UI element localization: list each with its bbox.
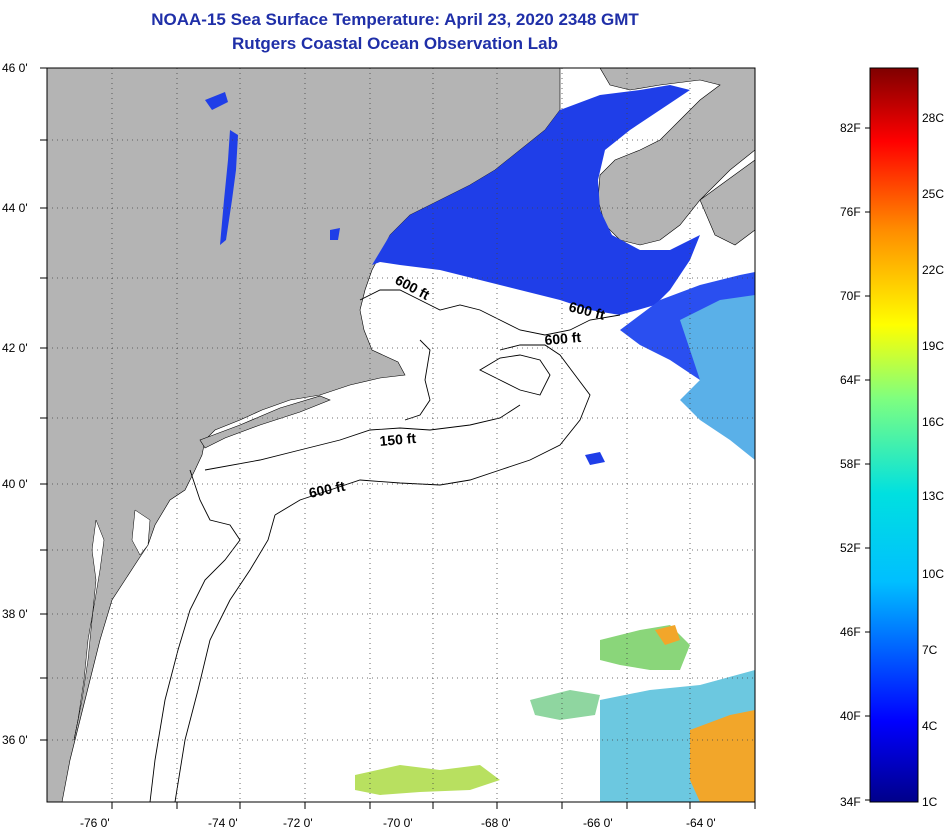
colorbar-f-40: 40F [840,709,861,723]
colorbar-f-58: 58F [840,457,861,471]
lake-winnipesaukee [330,228,340,240]
lat-label-42: 42 0' [2,341,28,355]
land-nova-scotia [597,68,755,246]
delaware-bay [131,509,151,556]
lon-label-70: -70 0' [383,816,413,830]
lon-label-66: -66 0' [583,816,613,830]
map-ticks [40,67,756,809]
colorbar-c-28: 28C [922,111,944,125]
warm-water-east [680,295,755,460]
colorbar-f-34: 34F [840,795,861,809]
lon-label-64: -64 0' [686,816,716,830]
colorbar-c-10: 10C [922,567,944,581]
colorbar-c-22: 22C [922,263,944,277]
lon-label-68: -68 0' [481,816,511,830]
map-subtitle: Rutgers Coastal Ocean Observation Lab [232,34,558,53]
lake-north [205,92,228,110]
colorbar-f-82: 82F [840,121,861,135]
warm-water-patch-5 [585,452,605,465]
colorbar-c-4: 4C [922,719,938,733]
warm-water-south-4 [530,690,600,720]
colorbar-c-16: 16C [922,415,944,429]
colorbar-f-52: 52F [840,541,861,555]
colorbar-f-70: 70F [840,289,861,303]
cold-water-gulf-of-maine [372,85,700,315]
isobath-label-georges: 600 ft [544,329,582,348]
colorbar-f-76: 76F [840,205,861,219]
lat-label-40: 40 0' [2,477,28,491]
map-title: NOAA-15 Sea Surface Temperature: April 2… [151,10,639,29]
map-frame [46,67,756,803]
colorbar-c-25: 25C [922,187,944,201]
map-grid [47,68,755,802]
isobath-label-shallow: 150 ft [379,430,417,449]
colorbar-c-13: 13C [922,489,944,503]
isobaths [149,289,621,802]
land-cape-breton [699,159,755,246]
lake-champlain [220,130,238,245]
lon-label-74: -74 0' [208,816,238,830]
warm-water-south-2 [655,625,680,645]
colorbar-ticks [865,127,870,801]
colorbar-c-1: 1C [922,795,938,809]
lat-label-46: 46 0' [2,61,28,75]
warm-water-south-3 [355,765,500,795]
lon-label-72: -72 0' [283,816,313,830]
lon-label-76: -76 0' [80,816,110,830]
warm-water-gulfstream-core [690,710,755,802]
colorbar-f-46: 46F [840,625,861,639]
chesapeake-bay [73,519,105,741]
lat-label-44: 44 0' [2,201,28,215]
colorbar-c-7: 7C [922,643,938,657]
colorbar [869,67,919,803]
land-long-island [199,395,331,449]
lat-label-36: 36 0' [2,733,28,747]
isobath-label-shelf: 600 ft [307,478,346,501]
colorbar-c-19: 19C [922,339,944,353]
colorbar-f-64: 64F [840,373,861,387]
lat-label-38: 38 0' [2,607,28,621]
